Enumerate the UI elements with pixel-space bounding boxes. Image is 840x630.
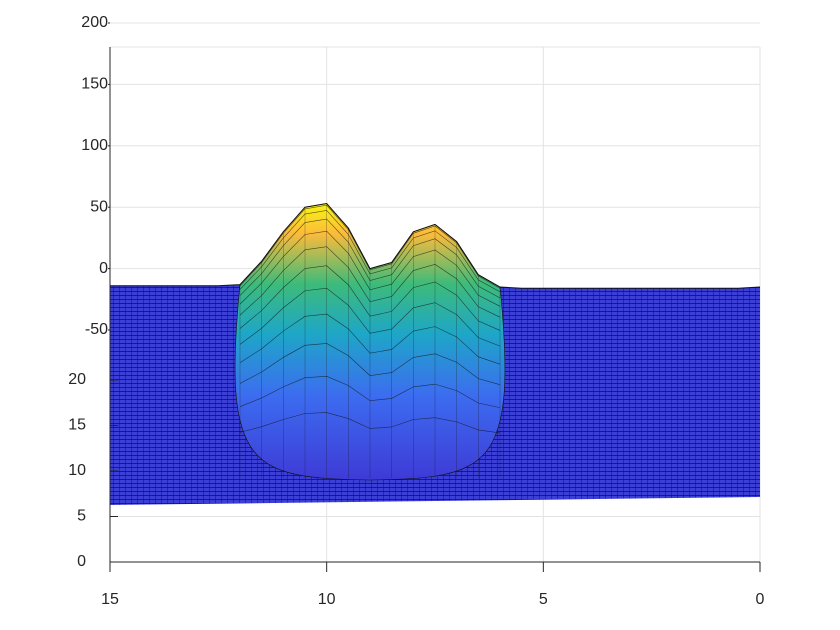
z-tick-label: 100 xyxy=(81,137,108,154)
x-tick-label: 15 xyxy=(101,591,119,608)
y-tick-label: 15 xyxy=(68,417,86,434)
z-tick-label: 150 xyxy=(81,76,108,93)
y-tick-label: 0 xyxy=(77,553,86,570)
z-tick-label: -50 xyxy=(85,321,108,338)
z-tick-label: 50 xyxy=(90,198,108,215)
z-tick-label: 200 xyxy=(81,14,108,31)
y-tick-label: 5 xyxy=(77,508,86,525)
surface-profile xyxy=(110,202,761,289)
x-tick-label: 0 xyxy=(756,591,765,608)
surface xyxy=(110,202,761,506)
y-tick-label: 20 xyxy=(68,371,86,388)
x-tick-label: 10 xyxy=(318,591,336,608)
x-tick-label: 5 xyxy=(539,591,548,608)
z-tick-label: 0 xyxy=(99,260,108,277)
y-tick-label: 10 xyxy=(68,462,86,479)
